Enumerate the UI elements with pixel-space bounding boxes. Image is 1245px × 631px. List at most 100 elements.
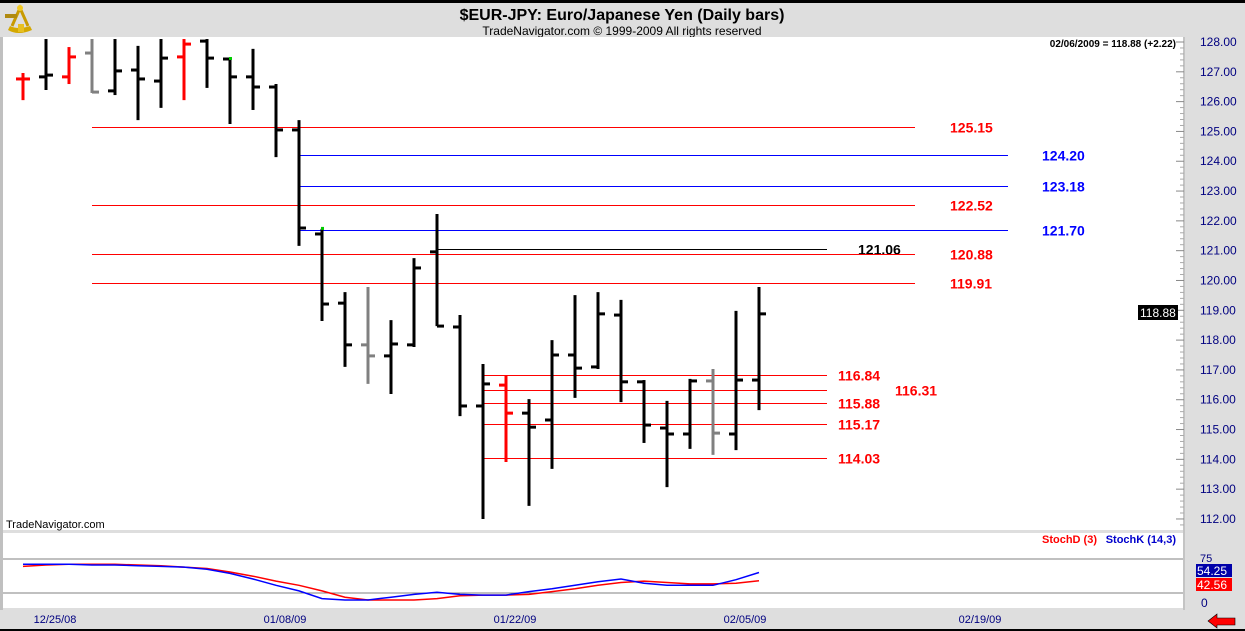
price-bar[interactable]	[637, 380, 651, 443]
price-bar[interactable]	[338, 292, 352, 367]
price-bar[interactable]	[39, 39, 53, 90]
date-label: 12/25/08	[34, 614, 77, 626]
level-lines: 125.15 124.20 123.18 122.52 121.70 121.06 120.…	[92, 120, 1085, 467]
price-axis-strip	[1185, 37, 1245, 610]
level-label: 124.20	[1042, 148, 1085, 164]
price-bar[interactable]	[476, 363, 490, 519]
price-bar[interactable]	[614, 299, 628, 403]
date-axis-strip	[0, 610, 1245, 629]
price-bar[interactable]	[453, 315, 467, 417]
chart-title: $EUR-JPY: Euro/Japanese Yen (Daily bars)	[460, 7, 785, 24]
price-bar[interactable]	[522, 399, 536, 506]
date-label: 02/05/09	[724, 614, 767, 626]
price-bar[interactable]	[568, 295, 582, 398]
axis-label: 118.00	[1200, 333, 1236, 347]
stochk-tag: 54.25	[1197, 564, 1227, 578]
level-label: 122.52	[950, 198, 993, 214]
axis-label: 112.00	[1200, 512, 1236, 526]
level-label: 120.88	[950, 247, 993, 263]
price-axis[interactable]: 128.00 127.00 126.00 125.00 124.00 123.00 122.…	[1176, 35, 1245, 610]
price-bar[interactable]	[16, 73, 30, 101]
level-label: 116.84	[838, 368, 880, 384]
stochd-legend: StochD (3)	[1042, 534, 1097, 546]
level-label: 125.15	[950, 120, 993, 136]
axis-label: 120.00	[1200, 273, 1237, 287]
axis-label: 127.00	[1200, 65, 1237, 79]
axis-label: 125.00	[1200, 124, 1237, 138]
price-bar[interactable]	[223, 57, 237, 124]
stochk-legend: StochK (14,3)	[1106, 534, 1177, 546]
axis-label: 116.00	[1200, 393, 1236, 407]
current-price-tag-bg	[1138, 305, 1178, 320]
signal-dot	[321, 226, 324, 230]
price-bar[interactable]	[108, 39, 122, 96]
stochk-line	[23, 563, 760, 601]
sextant-icon	[5, 4, 32, 33]
current-price-tag: 118.88	[1140, 306, 1176, 320]
axis-label: 113.00	[1200, 482, 1236, 496]
stochd-tag: 42.56	[1197, 578, 1227, 592]
level-label: 119.91	[950, 276, 992, 292]
stochk-tag-bg	[1196, 564, 1232, 577]
axis-label: 121.00	[1200, 244, 1237, 258]
scroll-left-arrow-icon[interactable]	[1207, 613, 1236, 629]
axis-label: 119.00	[1200, 303, 1236, 317]
axis-label: 126.00	[1200, 95, 1237, 109]
left-border	[0, 37, 3, 610]
price-bar[interactable]	[729, 310, 743, 451]
date-label: 02/19/09	[959, 614, 1002, 626]
stochastic-lines	[22, 563, 760, 601]
indicator-pane	[3, 533, 1183, 608]
axis-label: 123.00	[1200, 184, 1237, 198]
price-bars	[16, 39, 766, 519]
price-bar[interactable]	[269, 84, 283, 158]
price-bar[interactable]	[315, 228, 329, 322]
last-price-readout: 02/06/2009 = 118.88 (+2.22)	[1050, 39, 1176, 50]
copyright-text: TradeNavigator.com © 1999-2009 All right…	[482, 24, 761, 38]
price-bar[interactable]	[430, 214, 444, 328]
stochd-tag-bg	[1196, 578, 1232, 591]
level-label: 115.88	[838, 396, 880, 412]
axis-label: 117.00	[1200, 363, 1236, 377]
price-bar[interactable]	[660, 400, 674, 488]
price-bar[interactable]	[131, 45, 145, 121]
price-bar[interactable]	[361, 287, 375, 384]
price-bar[interactable]	[407, 258, 421, 347]
axis-label: 122.00	[1200, 214, 1237, 228]
price-bar[interactable]	[85, 39, 99, 94]
axis-label: 114.00	[1200, 452, 1236, 466]
date-label: 01/08/09	[264, 614, 307, 626]
price-bar[interactable]	[591, 292, 605, 370]
price-bar[interactable]	[499, 375, 513, 463]
bottom-border	[0, 629, 1245, 631]
top-border	[0, 0, 1245, 3]
price-bar[interactable]	[706, 369, 720, 455]
price-bar[interactable]	[246, 48, 260, 110]
signal-dot	[229, 56, 232, 60]
price-bar[interactable]	[292, 120, 306, 246]
price-bar[interactable]	[62, 47, 76, 85]
price-bar[interactable]	[384, 320, 398, 395]
level-label: 121.70	[1042, 223, 1085, 239]
price-bar[interactable]	[545, 340, 559, 469]
price-bar[interactable]	[752, 287, 766, 411]
price-bar[interactable]	[683, 378, 697, 449]
level-label: 114.03	[838, 451, 880, 467]
price-bar[interactable]	[200, 39, 214, 88]
level-label: 116.31	[895, 383, 937, 399]
price-bar[interactable]	[177, 39, 191, 101]
date-axis: 12/25/08 01/08/09 01/22/09 02/05/09 02/19/09	[0, 610, 1245, 629]
stoch-axis-0: 0	[1201, 596, 1208, 610]
level-label: 121.06	[858, 242, 901, 258]
price-bar[interactable]	[154, 39, 168, 108]
level-label: 115.17	[838, 417, 880, 433]
axis-label: 124.00	[1200, 154, 1237, 168]
axis-label: 128.00	[1200, 35, 1237, 49]
axis-label: 115.00	[1200, 423, 1236, 437]
watermark-text: TradeNavigator.com	[6, 519, 105, 531]
stoch-axis-75: 75	[1200, 553, 1212, 565]
date-label: 01/22/09	[494, 614, 537, 626]
level-label: 123.18	[1042, 179, 1085, 195]
